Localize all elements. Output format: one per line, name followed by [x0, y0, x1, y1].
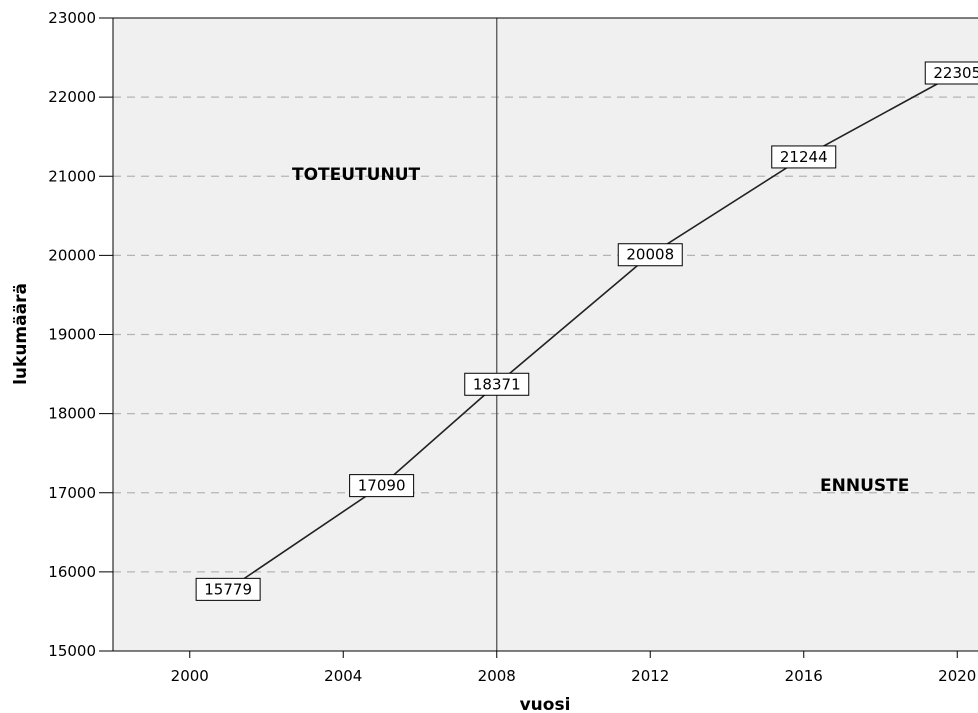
data-label-box — [924, 61, 978, 85]
data-label-box — [617, 243, 683, 267]
y-tick-label: 20000 — [48, 246, 96, 264]
data-labels: 15779 17090 18371 20008 21244 22305 — [195, 61, 978, 601]
x-axis-title: vuosi — [520, 695, 571, 713]
annotation-toteutunut: TOTEUTUNUT — [292, 165, 420, 185]
data-label: 22305 — [933, 64, 978, 82]
x-tick-label: 2004 — [324, 667, 362, 685]
grid-lines — [113, 96, 978, 573]
data-label: 17090 — [358, 477, 406, 495]
y-tick-label: 19000 — [48, 326, 96, 344]
data-label: 15779 — [204, 580, 252, 598]
data-label: 18371 — [473, 375, 521, 393]
x-tick-label: 2000 — [171, 667, 209, 685]
series-line-layer — [227, 72, 958, 591]
series-line — [227, 72, 958, 591]
data-label-box — [464, 372, 530, 396]
y-tick-label: 18000 — [48, 405, 96, 423]
x-tick-label: 2008 — [478, 667, 516, 685]
y-tick-label: 15000 — [48, 642, 96, 660]
y-tick-label: 16000 — [48, 563, 96, 581]
data-label-box — [771, 145, 837, 169]
x-axis-ticks: 2000 2004 2008 2012 2016 2020 — [171, 651, 976, 685]
annotation-ennuste: ENNUSTE — [820, 476, 909, 496]
x-tick-label: 2012 — [631, 667, 669, 685]
x-tick-label: 2016 — [785, 667, 823, 685]
data-label: 20008 — [626, 246, 674, 264]
data-label: 21244 — [780, 148, 828, 166]
y-axis-title: lukumäärä — [11, 283, 31, 385]
y-tick-label: 22000 — [48, 88, 96, 106]
x-tick-label: 2020 — [938, 667, 976, 685]
data-label-box — [349, 474, 415, 498]
y-tick-label: 17000 — [48, 484, 96, 502]
y-tick-label: 21000 — [48, 167, 96, 185]
y-axis-ticks: 15000 16000 17000 18000 19000 20000 21000 22000… — [48, 9, 113, 660]
y-tick-label: 23000 — [48, 9, 96, 27]
data-label-box — [195, 577, 261, 601]
